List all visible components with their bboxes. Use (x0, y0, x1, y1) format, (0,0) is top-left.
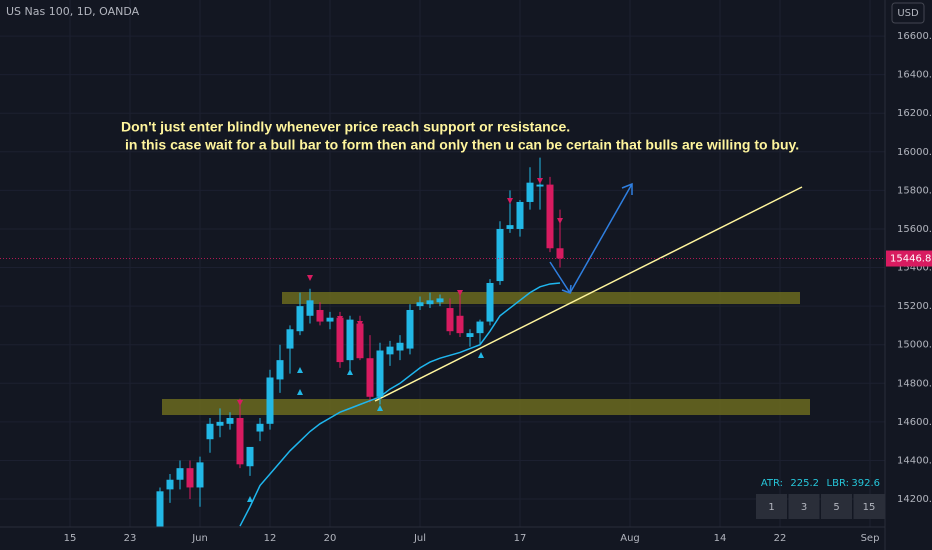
y-tick-label: 15400.0 (897, 263, 932, 274)
candle-body (486, 282, 494, 322)
candle-body (186, 468, 194, 488)
annotation-line: Don't just enter blindly whenever price … (121, 119, 570, 135)
timeframe-button[interactable] (788, 494, 820, 519)
currency[interactable]: USD (897, 8, 919, 19)
timeframe-label[interactable]: 15 (863, 502, 876, 513)
timeframe-label[interactable]: 1 (768, 502, 774, 513)
y-tick-label: 15000.0 (897, 340, 932, 351)
candle-body (416, 302, 424, 307)
resistance-zone (282, 292, 800, 304)
candle-body (386, 346, 394, 355)
y-tick-label: 16400.0 (897, 70, 932, 81)
candle-body (456, 315, 464, 334)
candle-body (256, 423, 264, 432)
y-tick-label: 15200.0 (897, 301, 932, 312)
x-tick-label: 17 (514, 533, 527, 544)
timeframe-label[interactable]: 3 (801, 502, 807, 513)
candle-body (296, 306, 304, 332)
timeframe-button[interactable] (821, 494, 852, 519)
y-tick-label: 16200.0 (897, 108, 932, 119)
candle-body (436, 298, 444, 303)
timeframe-label[interactable]: 5 (833, 502, 839, 513)
candle-body (466, 333, 474, 337)
plot (0, 157, 885, 527)
annotation-line: in this case wait for a bull bar to form… (125, 137, 799, 153)
stats: ATR: 225.2 LBR: 392.6 (761, 478, 880, 489)
candle-body (226, 418, 234, 424)
y-tick-label: 14200.0 (897, 494, 932, 505)
candle-body (496, 228, 504, 282)
candle-body (526, 182, 534, 202)
atr-label: ATR: (761, 478, 783, 489)
candle-body (326, 317, 334, 322)
candle-body (336, 317, 344, 363)
arrows (549, 182, 633, 295)
candle-body (276, 360, 284, 380)
x-tick-label: Sep (861, 533, 880, 544)
candle-body (546, 184, 554, 249)
x-tick-label: 23 (124, 533, 137, 544)
y-tick-label: 16600.0 (897, 31, 932, 42)
candle-body (366, 358, 374, 397)
signal-markers (237, 178, 563, 502)
x-tick-label: 20 (324, 533, 337, 544)
chart-title: US Nas 100, 1D, OANDA (6, 5, 140, 18)
candle-body (516, 201, 524, 229)
y-tick-label: 14800.0 (897, 378, 932, 389)
candle-body (396, 342, 404, 351)
candle-body (376, 350, 384, 397)
candle-body (206, 423, 214, 440)
x-tick-label: 14 (714, 533, 727, 544)
candle-body (176, 468, 184, 480)
candle-body (446, 308, 454, 332)
lbr-label: LBR: (827, 478, 849, 489)
candle-body (346, 319, 354, 361)
candle-body (476, 321, 484, 334)
candle-body (266, 377, 274, 424)
lbr-value: 392.6 (851, 478, 880, 489)
x-tick-label: 22 (774, 533, 787, 544)
grid (0, 0, 885, 527)
trend-line (374, 186, 803, 402)
x-tick-label: 15 (64, 533, 77, 544)
candle-body (236, 418, 244, 465)
x-tick-label: Jun (191, 533, 208, 544)
y-tick-label: 14400.0 (897, 455, 932, 466)
drawings (162, 182, 810, 415)
y-tick-label: 16000.0 (897, 147, 932, 158)
candle-body (246, 446, 254, 467)
y-tick-label: 15600.0 (897, 224, 932, 235)
candle-body (156, 491, 164, 527)
y-tick-label: 14600.0 (897, 417, 932, 428)
candle-body (356, 323, 364, 359)
x-tick-label: 12 (264, 533, 277, 544)
candle-body (286, 329, 294, 349)
atr-value: 225.2 (790, 478, 819, 489)
moving-average (239, 282, 561, 527)
timeframe-button[interactable] (756, 494, 787, 519)
candle-body (556, 248, 564, 259)
last-price-tag (886, 250, 932, 267)
candle-body (216, 421, 224, 426)
candle-body (406, 309, 414, 349)
x-tick-label: Jul (413, 533, 426, 544)
candle-body (316, 309, 324, 322)
last-price-label: 15446.8 (890, 254, 931, 265)
x-tick-label: Aug (620, 533, 640, 544)
candle-body (536, 184, 544, 187)
timeframe-button[interactable] (853, 494, 885, 519)
candle-body (166, 479, 174, 490)
support-zone (162, 399, 810, 415)
candle-body (306, 300, 314, 316)
candle-body (506, 225, 514, 229)
candle-body (196, 462, 204, 488)
candle-body (426, 300, 434, 305)
y-tick-label: 15800.0 (897, 185, 932, 196)
currency-button[interactable] (891, 2, 925, 24)
